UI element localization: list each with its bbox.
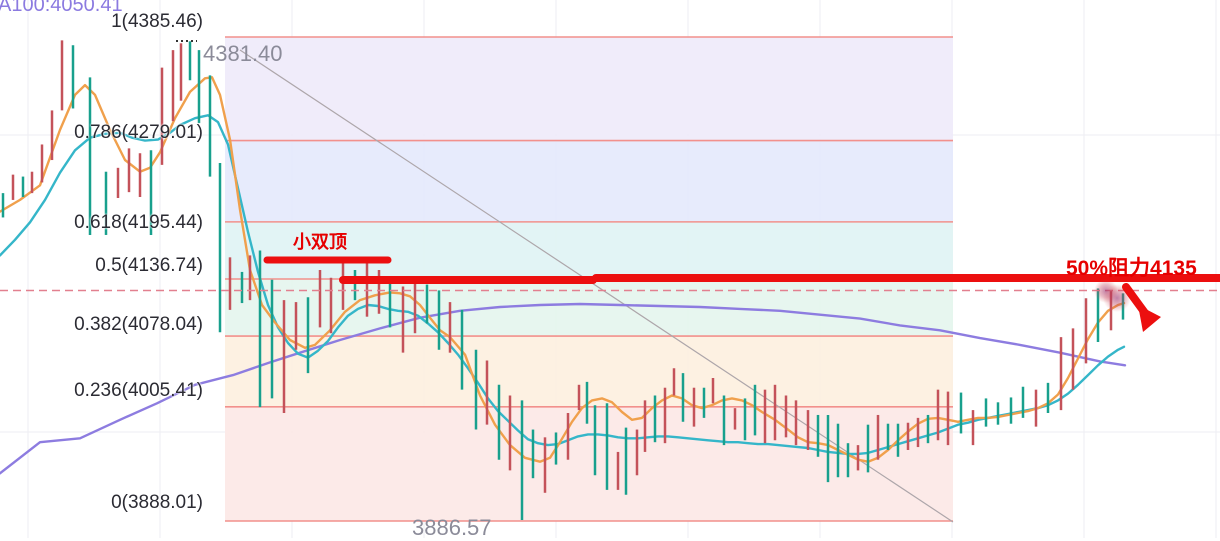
double-top-annotation: 小双顶	[293, 232, 347, 252]
resistance-annotation: 50%阻力4135	[1066, 257, 1197, 280]
fib-label-05: 0.5(4136.74)	[95, 255, 203, 276]
swing-high-label: 4381.40	[203, 41, 283, 66]
swing-low-label: 3886.57	[412, 515, 492, 540]
fib-label-0382: 0.382(4078.04)	[74, 314, 203, 335]
fib-label-0618: 0.618(4195.44)	[74, 212, 203, 233]
fib-label-0786: 0.786(4279.01)	[74, 122, 203, 143]
ma100-value-label: A100:4050.41	[0, 0, 123, 16]
fib-label-1: 1(4385.46)	[111, 11, 203, 32]
fib-label-0236: 0.236(4005.41)	[74, 380, 203, 401]
fib-label-0: 0(3888.01)	[111, 492, 203, 513]
